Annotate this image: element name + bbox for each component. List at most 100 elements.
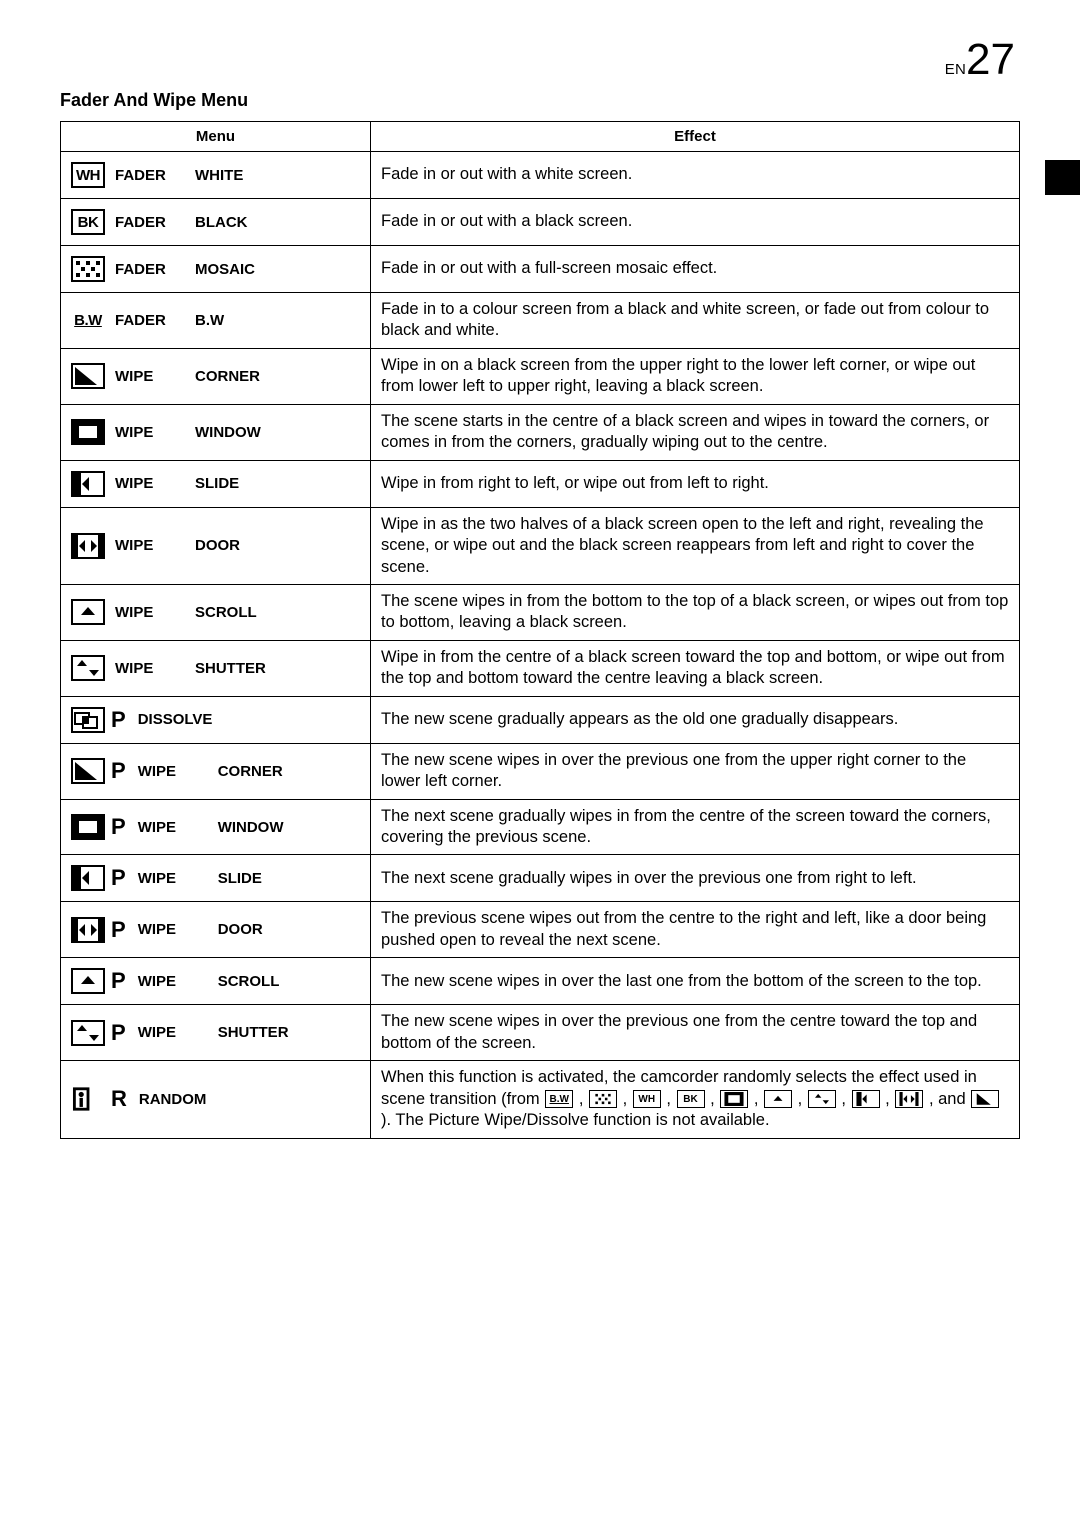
text-icon: WH	[71, 162, 105, 188]
inline-mosaic-icon	[589, 1090, 617, 1108]
menu-cell: P WIPE SLIDE	[71, 861, 360, 895]
menu-cell: WH FADER WHITE	[71, 158, 360, 192]
table-row: BK FADER BLACK Fade in or out with a bla…	[61, 199, 1020, 246]
menu-cell: P WIPE SHUTTER	[71, 1016, 360, 1050]
table-row: WIPE SCROLL The scene wipes in from the …	[61, 584, 1020, 640]
table-row: P WIPE CORNER The new scene wipes in ove…	[61, 743, 1020, 799]
inline-WH-icon: WH	[633, 1090, 661, 1108]
page: EN27 Fader And Wipe Menu Menu Effect WH …	[0, 0, 1080, 1199]
menu-label2: CORNER	[195, 368, 260, 385]
menu-label2: WHITE	[195, 167, 243, 184]
menu-label1: WIPE	[138, 1024, 208, 1041]
table-row: P WIPE SLIDE The next scene gradually wi…	[61, 855, 1020, 902]
text-icon: BK	[71, 209, 105, 235]
page-prefix: EN	[945, 61, 966, 78]
table-row: WIPE CORNER Wipe in on a black screen fr…	[61, 348, 1020, 404]
effect-text: The next scene gradually wipes in over t…	[381, 868, 1009, 889]
menu-label2: WINDOW	[218, 819, 284, 836]
menu-cell: WIPE SLIDE	[71, 467, 360, 501]
menu-cell: P WIPE DOOR	[71, 913, 360, 947]
dissolve-icon	[71, 707, 105, 733]
effect-text: Wipe in from right to left, or wipe out …	[381, 473, 1009, 494]
effect-text: The previous scene wipes out from the ce…	[381, 908, 1009, 951]
inline-scroll-icon	[764, 1090, 792, 1108]
menu-cell: P WIPE SCROLL	[71, 964, 360, 998]
table-row: R RANDOM When this function is activated…	[61, 1061, 1020, 1138]
effect-text: The new scene gradually appears as the o…	[381, 709, 1009, 730]
menu-label2: BLACK	[195, 214, 248, 231]
table-row: WH FADER WHITE Fade in or out with a whi…	[61, 152, 1020, 199]
effect-text: The new scene wipes in over the previous…	[381, 1011, 1009, 1054]
menu-label1: RANDOM	[139, 1091, 209, 1108]
menu-label1: FADER	[115, 167, 185, 184]
menu-label2: MOSAIC	[195, 261, 255, 278]
menu-cell: WIPE DOOR	[71, 529, 360, 563]
menu-label1: WIPE	[138, 819, 208, 836]
scroll-icon	[71, 599, 105, 625]
menu-table: Menu Effect WH FADER WHITE Fade in or ou…	[60, 121, 1020, 1139]
effect-text: Fade in to a colour screen from a black …	[381, 299, 1009, 342]
menu-label2: DOOR	[218, 921, 263, 938]
suffix-R: R	[111, 1086, 127, 1112]
menu-label2: SCROLL	[218, 973, 280, 990]
effect-text: Fade in or out with a full-screen mosaic…	[381, 258, 1009, 279]
inline-slide-icon	[852, 1090, 880, 1108]
door-icon	[71, 533, 105, 559]
effect-text: Fade in or out with a black screen.	[381, 211, 1009, 232]
effect-text: Wipe in from the centre of a black scree…	[381, 647, 1009, 690]
menu-cell: P WIPE WINDOW	[71, 810, 360, 844]
menu-label1: WIPE	[138, 921, 208, 938]
effect-text: The new scene wipes in over the last one…	[381, 971, 1009, 992]
window-icon	[71, 814, 105, 840]
menu-cell: WIPE CORNER	[71, 359, 360, 393]
menu-label1: WIPE	[115, 537, 185, 554]
menu-label1: WIPE	[115, 660, 185, 677]
page-num-value: 27	[966, 35, 1015, 84]
inline-door-icon	[895, 1090, 923, 1108]
table-row: P WIPE SCROLL The new scene wipes in ove…	[61, 958, 1020, 1005]
effect-text: When this function is activated, the cam…	[381, 1067, 1009, 1131]
menu-label1: FADER	[115, 312, 185, 329]
table-row: WIPE SHUTTER Wipe in from the centre of …	[61, 640, 1020, 696]
scroll-icon	[71, 968, 105, 994]
menu-label2: DOOR	[195, 537, 240, 554]
suffix-P: P	[111, 865, 126, 891]
menu-cell: P DISSOLVE	[71, 703, 360, 737]
effect-text: The scene wipes in from the bottom to th…	[381, 591, 1009, 634]
table-row: WIPE SLIDE Wipe in from right to left, o…	[61, 460, 1020, 507]
page-number: EN27	[945, 35, 1015, 85]
suffix-P: P	[111, 814, 126, 840]
menu-label1: DISSOLVE	[138, 711, 213, 728]
slide-icon	[71, 471, 105, 497]
menu-label2: WINDOW	[195, 424, 261, 441]
effect-text: Fade in or out with a white screen.	[381, 164, 1009, 185]
suffix-P: P	[111, 917, 126, 943]
menu-label1: WIPE	[138, 870, 208, 887]
side-tab	[1045, 160, 1080, 195]
corner-icon	[71, 363, 105, 389]
menu-label2: CORNER	[218, 763, 283, 780]
menu-cell: WIPE WINDOW	[71, 415, 360, 449]
corner-icon	[71, 758, 105, 784]
inline-BK-icon: BK	[677, 1090, 705, 1108]
table-row: P DISSOLVE The new scene gradually appea…	[61, 696, 1020, 743]
menu-cell: FADER MOSAIC	[71, 252, 360, 286]
window-icon	[71, 419, 105, 445]
menu-cell: P WIPE CORNER	[71, 754, 360, 788]
menu-cell: WIPE SCROLL	[71, 595, 360, 629]
table-row: P WIPE SHUTTER The new scene wipes in ov…	[61, 1005, 1020, 1061]
header-effect: Effect	[371, 122, 1020, 152]
table-row: P WIPE WINDOW The next scene gradually w…	[61, 799, 1020, 855]
menu-label2: SLIDE	[195, 475, 239, 492]
page-title: Fader And Wipe Menu	[60, 90, 1020, 111]
suffix-P: P	[111, 1020, 126, 1046]
effect-text: The new scene wipes in over the previous…	[381, 750, 1009, 793]
table-row: WIPE WINDOW The scene starts in the cent…	[61, 404, 1020, 460]
suffix-P: P	[111, 758, 126, 784]
menu-label1: WIPE	[115, 424, 185, 441]
inline-shutter-icon	[808, 1090, 836, 1108]
door-icon	[71, 917, 105, 943]
menu-cell: BK FADER BLACK	[71, 205, 360, 239]
random-icon	[71, 1086, 105, 1112]
table-row: B.W FADER B.W Fade in to a colour screen…	[61, 293, 1020, 349]
